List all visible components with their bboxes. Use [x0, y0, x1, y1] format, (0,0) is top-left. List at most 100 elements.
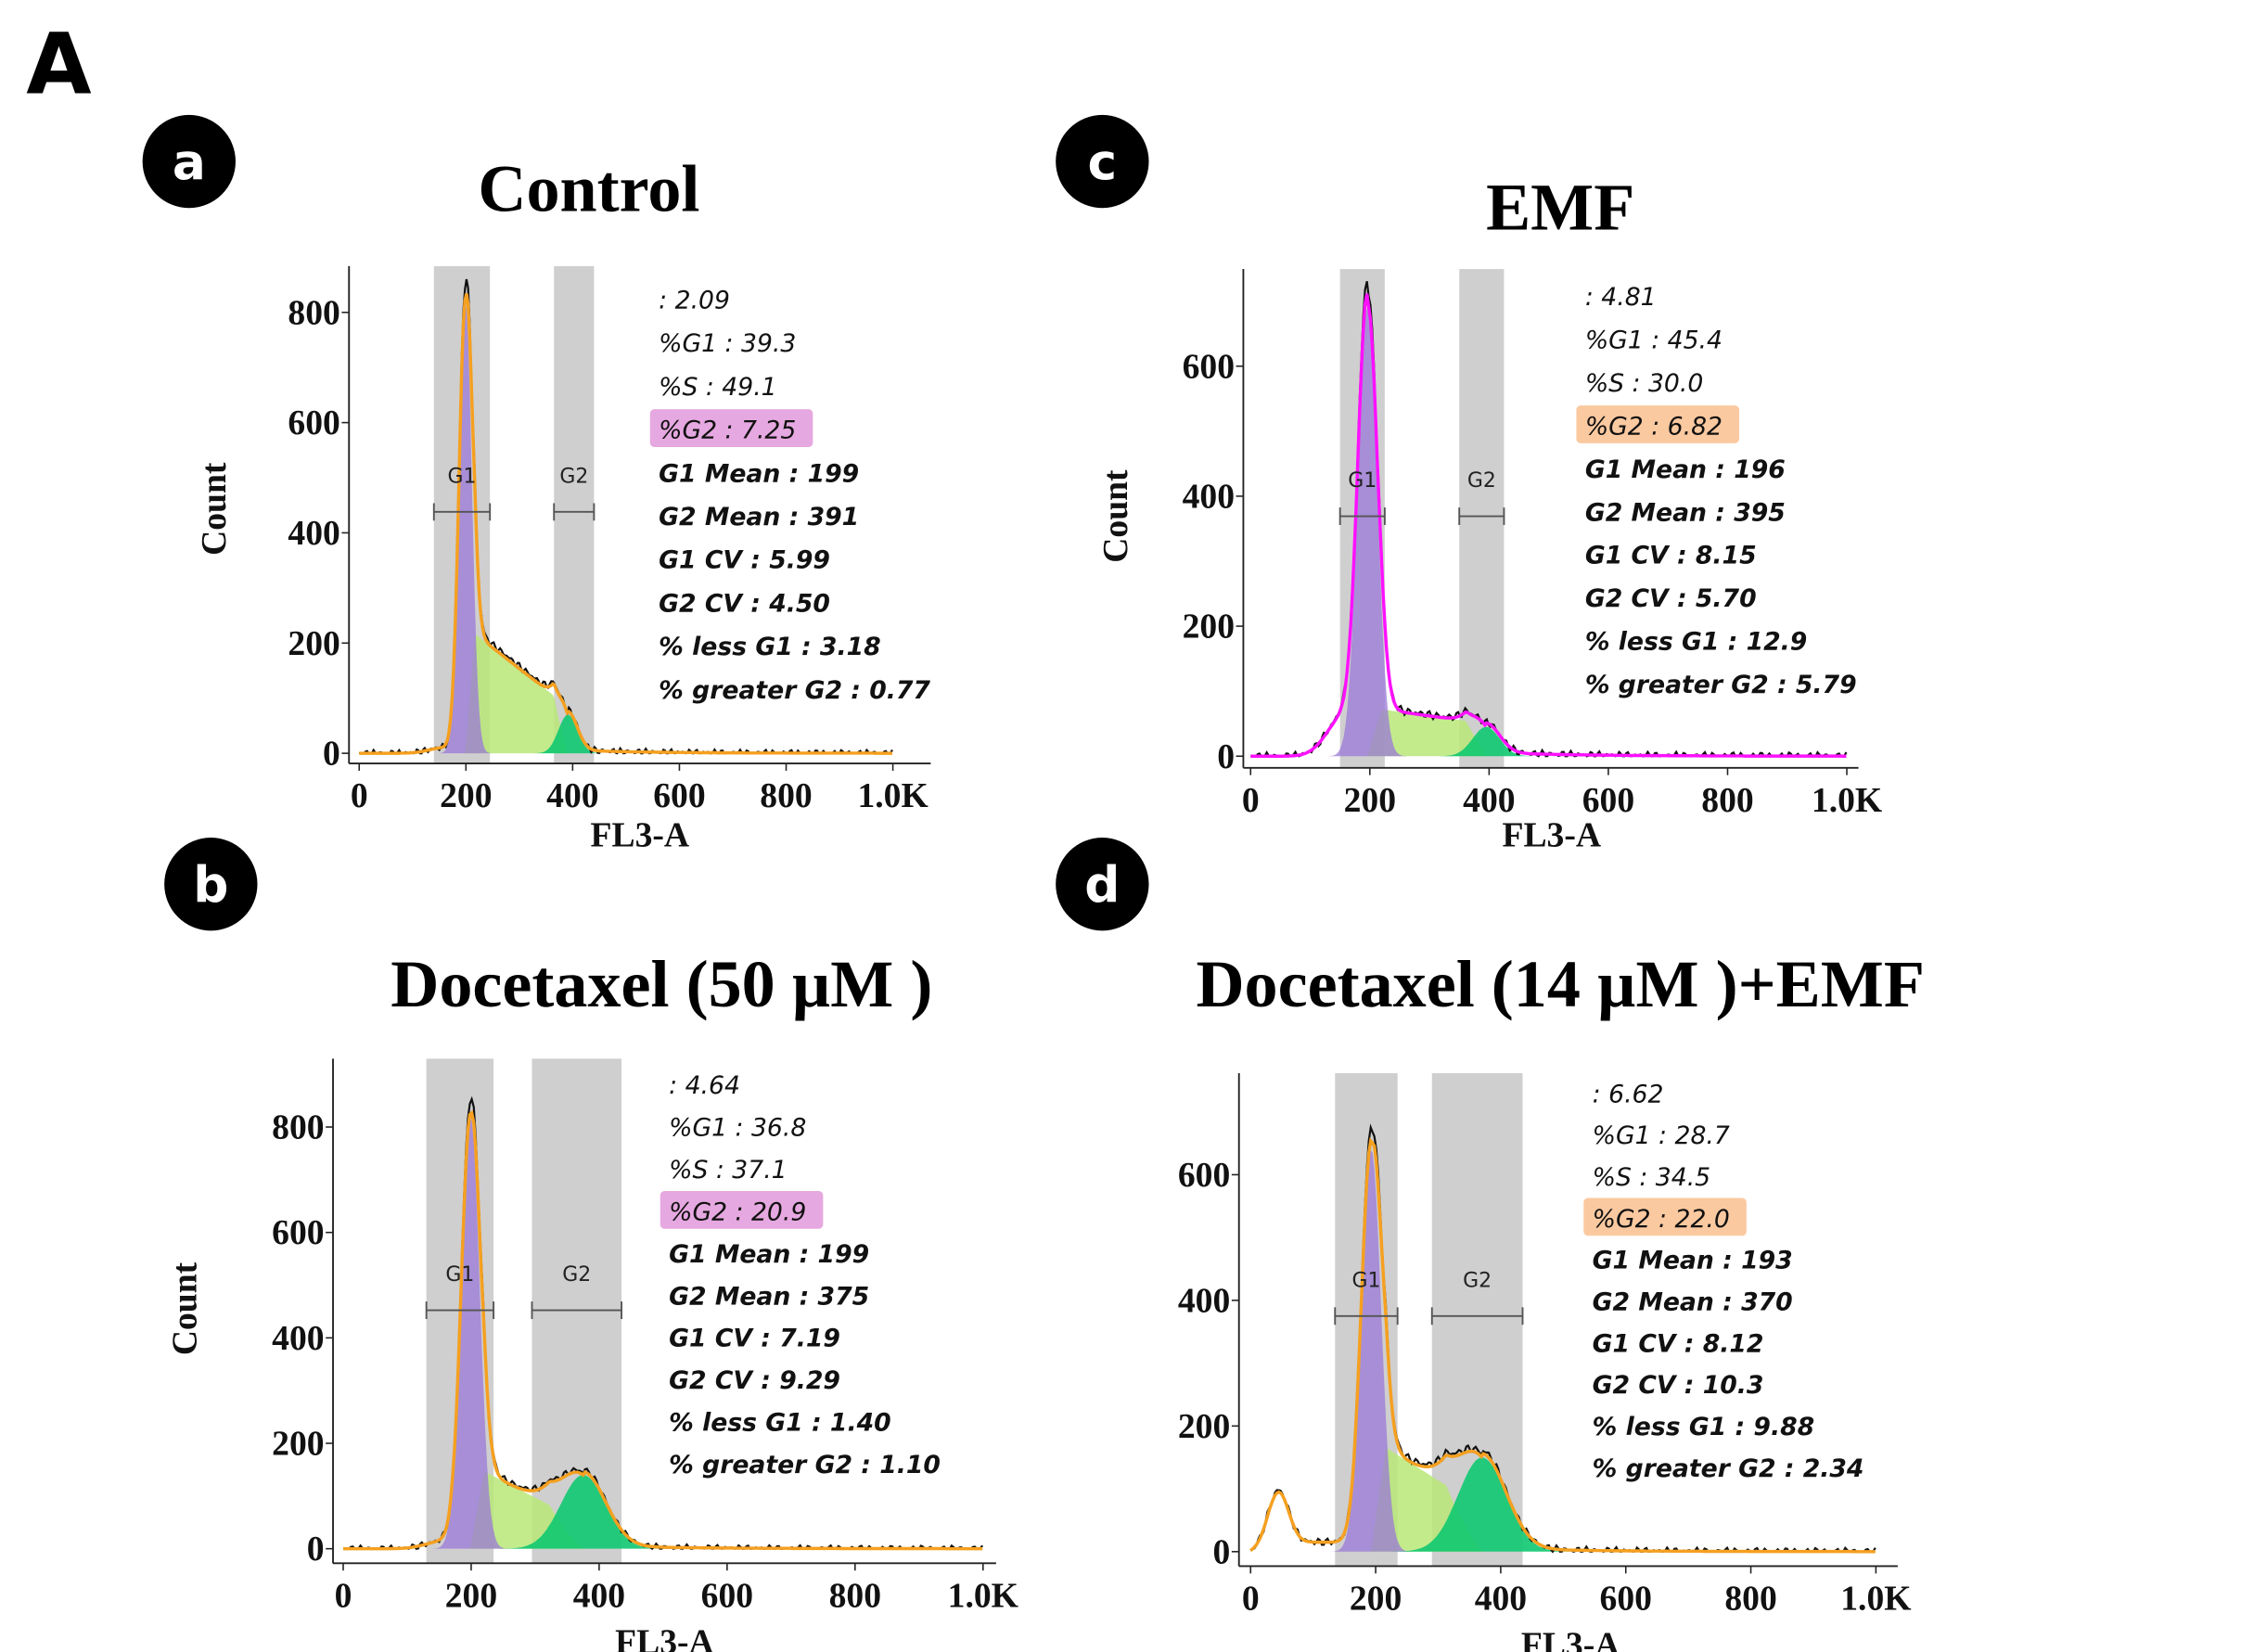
model-fit-line [359, 293, 892, 755]
x-tick-label: 0 [1242, 781, 1260, 820]
stat-line: %G1 : 36.8 [669, 1113, 806, 1142]
g2-highlight [649, 409, 813, 447]
x-tick-label: 200 [1344, 781, 1396, 820]
x-tick-label: 200 [445, 1576, 497, 1615]
panel-d: G1 G2 0 200 400 600 0 200 400 600 800 1.0K FL3-A Doce… [1056, 838, 1925, 1652]
y-tick-label: 200 [288, 624, 339, 663]
gate-label: G1 [1348, 469, 1377, 493]
stat-line: G2 Mean : 395 [1585, 498, 1786, 527]
x-tick-label: 1.0K [1812, 781, 1882, 820]
stat-line: % less G1 : 3.18 [659, 633, 881, 661]
model-fit-line [1249, 1136, 1876, 1554]
y-tick-label: 400 [1183, 477, 1235, 516]
y-tick-label: 0 [1212, 1532, 1230, 1571]
y-axis-label: Count [195, 462, 234, 556]
y-tick-label: 0 [307, 1530, 325, 1569]
g2-highlight [1576, 405, 1740, 443]
gate-label: G1 [448, 466, 477, 489]
panel-letter: a [173, 134, 206, 191]
stat-line: G1 Mean : 193 [1593, 1247, 1793, 1275]
x-tick-label: 600 [701, 1576, 753, 1615]
panel-letter: c [1088, 134, 1118, 191]
x-tick-label: 1.0K [1840, 1580, 1911, 1619]
stat-line: : 4.81 [1585, 283, 1657, 312]
stat-line: : 2.09 [659, 286, 730, 314]
stat-line: %S : 30.0 [1585, 369, 1703, 398]
stat-line: G2 CV : 4.50 [659, 589, 830, 618]
stat-line: %G1 : 39.3 [659, 329, 796, 358]
stat-line: G1 Mean : 196 [1585, 455, 1786, 484]
stat-line: G1 Mean : 199 [669, 1240, 869, 1269]
x-tick-label: 800 [829, 1576, 881, 1615]
y-tick-label: 800 [272, 1108, 324, 1147]
stat-line: %S : 37.1 [669, 1156, 787, 1185]
stat-line: % greater G2 : 0.77 [659, 676, 930, 705]
stat-line: % less G1 : 1.40 [669, 1409, 890, 1438]
gate-marker [531, 1301, 622, 1319]
stat-line: % greater G2 : 1.10 [669, 1451, 941, 1479]
y-tick-label: 600 [1183, 347, 1235, 386]
x-tick-label: 600 [653, 776, 705, 815]
panel-title: Docetaxel (14 µM )+EMF [1196, 947, 1924, 1021]
y-tick-label: 600 [272, 1213, 324, 1252]
gate-marker [425, 1301, 495, 1319]
g1-peak-area [1250, 308, 1848, 757]
y-tick-label: 800 [288, 293, 339, 332]
gate-label: G1 [445, 1263, 474, 1287]
g1-peak-area [342, 1117, 983, 1549]
stat-line: %G2 : 20.9 [669, 1197, 806, 1226]
stat-line: G2 Mean : 375 [669, 1282, 869, 1311]
gate-label: G2 [1463, 1269, 1492, 1292]
stat-line: % less G1 : 12.9 [1585, 627, 1807, 656]
gate-band-g2 [1459, 269, 1505, 768]
panel-title: Docetaxel (50 µM ) [391, 947, 932, 1021]
x-tick-label: 200 [440, 776, 492, 815]
stat-line: G1 CV : 7.19 [669, 1325, 840, 1353]
gate-marker [553, 503, 596, 521]
x-tick-label: 800 [1701, 781, 1753, 820]
stat-line: %S : 34.5 [1593, 1163, 1710, 1192]
panel-badge [1056, 838, 1149, 931]
panel-badge [142, 114, 236, 209]
stat-line: %S : 49.1 [659, 373, 776, 402]
y-tick-label: 600 [1178, 1156, 1230, 1195]
stat-line: : 6.62 [1593, 1080, 1664, 1108]
stat-line: %G2 : 22.0 [1593, 1205, 1730, 1234]
s-phase-area [342, 1471, 983, 1549]
y-tick-label: 0 [323, 735, 340, 774]
stat-line: G1 CV : 8.12 [1593, 1329, 1764, 1358]
panel-title: Control [478, 151, 699, 225]
y-axis-label: Count [1096, 469, 1135, 563]
stat-line: %G1 : 28.7 [1593, 1121, 1730, 1150]
x-axis-label: FL3-A [1502, 815, 1601, 854]
stat-line: : 4.64 [669, 1071, 740, 1100]
y-tick-label: 400 [288, 514, 339, 553]
gate-label: G2 [1467, 469, 1496, 493]
x-tick-label: 0 [335, 1576, 352, 1615]
gate-marker [432, 503, 492, 521]
s-phase-area [359, 634, 893, 754]
x-tick-label: 400 [546, 776, 598, 815]
x-tick-label: 400 [1475, 1580, 1527, 1619]
x-tick-label: 800 [760, 776, 812, 815]
y-tick-label: 400 [1178, 1281, 1230, 1320]
panel-letter: b [193, 856, 228, 914]
g1-peak-area [359, 302, 893, 754]
model-fit-line [342, 1109, 983, 1551]
gate-label: G1 [1351, 1269, 1380, 1292]
x-tick-label: 400 [1463, 781, 1515, 820]
x-tick-label: 400 [573, 1576, 625, 1615]
g1-peak-area [1250, 1150, 1876, 1552]
panel-c: G1 G2 0 200 400 600 0 200 400 600 800 1.0K FL3-A Coun… [1056, 114, 1882, 854]
stat-line: G2 CV : 9.29 [669, 1366, 840, 1395]
x-tick-label: 1.0K [948, 1576, 1018, 1615]
stat-line: G1 CV : 5.99 [659, 546, 830, 575]
panel-b: G1 G2 0 200 400 600 800 0 200 400 600 800 1.0K FL3-A C… [164, 838, 1018, 1652]
gate-label: G2 [562, 1263, 591, 1287]
x-axis-label: FL3-A [591, 815, 690, 854]
x-axis-label: FL3-A [615, 1623, 714, 1652]
x-tick-label: 800 [1724, 1580, 1776, 1619]
stat-line: %G2 : 7.25 [659, 416, 796, 445]
g2-highlight [1583, 1197, 1747, 1236]
